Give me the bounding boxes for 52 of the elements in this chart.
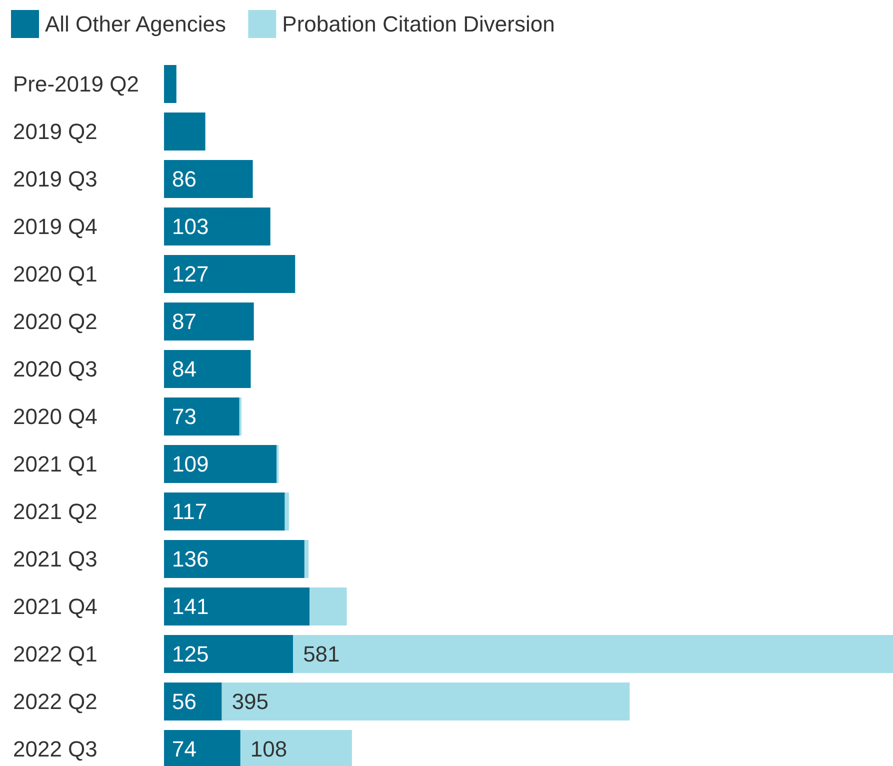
data-label: 127 <box>172 262 209 287</box>
bar <box>164 160 253 198</box>
y-tick-label: 2020 Q1 <box>13 262 98 287</box>
bar <box>164 255 296 293</box>
y-tick-label: 2020 Q2 <box>13 309 98 334</box>
data-label: 136 <box>172 546 209 572</box>
bar <box>310 588 347 626</box>
y-tick-label: 2019 Q3 <box>13 166 98 192</box>
bar <box>164 588 310 626</box>
y-tick-label: 2021 Q4 <box>13 594 98 620</box>
bar <box>164 398 240 436</box>
bar <box>164 635 294 673</box>
bar <box>304 540 309 578</box>
data-label: 87 <box>172 309 196 334</box>
y-tick-label: 2022 Q2 <box>13 689 98 714</box>
data-label: 581 <box>303 642 340 667</box>
bar <box>164 112 206 150</box>
y-tick-label: Pre-2019 Q2 <box>13 72 139 97</box>
data-label: 108 <box>250 736 288 762</box>
data-label: 73 <box>172 404 196 430</box>
y-tick-label: 2019 Q4 <box>13 214 98 240</box>
legend-label: Probation Citation Diversion <box>282 12 555 37</box>
y-tick-label: 2022 Q3 <box>13 736 98 762</box>
legend-label: All Other Agencies <box>45 12 226 37</box>
data-label: 56 <box>172 689 196 714</box>
data-label: 117 <box>172 499 208 524</box>
bar <box>164 350 251 388</box>
bar <box>222 682 630 720</box>
bar <box>164 682 222 720</box>
data-label: 86 <box>172 166 196 192</box>
data-label: 84 <box>172 356 196 382</box>
bar <box>164 445 277 483</box>
data-label: 74 <box>172 736 196 762</box>
data-label: 395 <box>232 689 269 714</box>
y-tick-label: 2019 Q2 <box>13 119 98 144</box>
y-tick-label: 2021 Q2 <box>13 499 98 524</box>
data-label: 141 <box>172 594 209 620</box>
y-tick-label: 2021 Q3 <box>13 546 98 572</box>
bar <box>164 208 270 246</box>
data-label: 125 <box>172 642 209 667</box>
bar <box>164 65 176 103</box>
bar <box>293 635 893 673</box>
bar <box>164 302 254 340</box>
data-label: 109 <box>172 452 209 477</box>
bar <box>284 492 289 530</box>
y-tick-label: 2021 Q1 <box>13 452 98 477</box>
bar <box>164 492 285 530</box>
y-tick-label: 2022 Q1 <box>13 642 98 667</box>
data-label: 103 <box>172 214 209 240</box>
y-tick-label: 2020 Q3 <box>13 356 98 382</box>
bar <box>164 540 304 578</box>
y-tick-label: 2020 Q4 <box>13 404 98 430</box>
